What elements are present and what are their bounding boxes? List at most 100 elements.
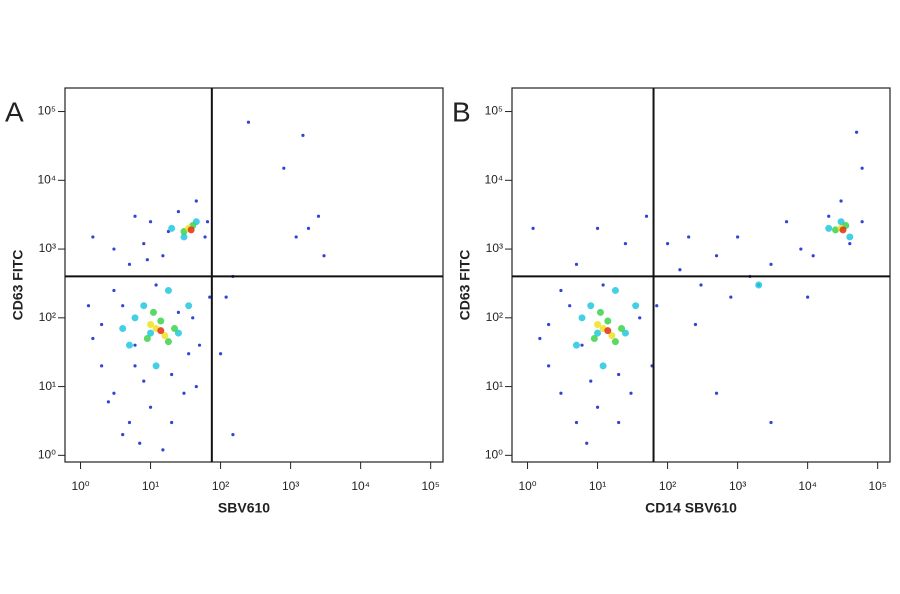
event-point bbox=[197, 343, 202, 347]
event-point bbox=[839, 226, 847, 234]
event-point bbox=[127, 262, 132, 266]
event-point bbox=[572, 341, 580, 349]
event-point bbox=[806, 295, 810, 299]
panel-label: A bbox=[5, 96, 24, 127]
event-point bbox=[568, 304, 572, 308]
y-axis-label: CD63 FITC bbox=[10, 250, 26, 321]
event-point bbox=[86, 304, 91, 308]
event-point bbox=[180, 233, 188, 241]
event-point bbox=[218, 352, 223, 356]
event-point bbox=[157, 317, 165, 325]
event-point bbox=[157, 327, 165, 335]
event-point bbox=[140, 302, 148, 310]
event-point bbox=[161, 254, 165, 258]
event-point bbox=[811, 254, 815, 258]
event-point bbox=[133, 364, 137, 368]
event-point bbox=[755, 281, 763, 289]
event-point bbox=[848, 242, 852, 246]
event-point bbox=[589, 379, 593, 383]
x-tick-label: 10⁴ bbox=[351, 479, 370, 493]
event-point bbox=[170, 420, 174, 425]
event-point bbox=[769, 262, 773, 266]
event-point bbox=[699, 283, 703, 287]
event-point bbox=[580, 343, 584, 347]
event-point bbox=[839, 199, 843, 203]
event-point bbox=[531, 226, 535, 230]
event-point bbox=[618, 324, 626, 332]
event-point bbox=[604, 327, 612, 335]
event-point bbox=[693, 322, 698, 327]
x-tick-label: 10¹ bbox=[589, 479, 606, 493]
event-point bbox=[301, 133, 305, 137]
event-point bbox=[596, 308, 604, 316]
event-point bbox=[185, 302, 193, 310]
event-point bbox=[736, 235, 740, 239]
event-point bbox=[594, 320, 602, 328]
event-point bbox=[837, 218, 845, 226]
event-point bbox=[585, 441, 589, 445]
event-point bbox=[322, 254, 326, 258]
event-point bbox=[729, 295, 733, 299]
event-point bbox=[294, 235, 298, 239]
event-point bbox=[100, 322, 104, 327]
event-point bbox=[611, 286, 619, 294]
event-point bbox=[594, 329, 602, 337]
x-tick-label: 10³ bbox=[282, 479, 299, 493]
event-point bbox=[665, 242, 670, 246]
event-point bbox=[601, 283, 605, 287]
y-tick-label: 10³ bbox=[39, 241, 56, 255]
event-point bbox=[799, 247, 803, 251]
event-point bbox=[547, 322, 551, 327]
event-point bbox=[617, 420, 621, 425]
event-point bbox=[224, 295, 228, 299]
event-point bbox=[142, 379, 146, 383]
event-point bbox=[143, 335, 151, 343]
event-point bbox=[171, 324, 179, 332]
event-point bbox=[164, 286, 172, 294]
event-point bbox=[100, 364, 104, 368]
event-point bbox=[127, 420, 132, 425]
event-point bbox=[578, 314, 586, 322]
y-tick-label: 10⁰ bbox=[38, 448, 56, 462]
y-tick-label: 10⁰ bbox=[485, 448, 503, 462]
event-point bbox=[194, 384, 198, 389]
event-point bbox=[538, 336, 542, 341]
event-point bbox=[131, 314, 139, 322]
event-point bbox=[611, 338, 619, 346]
event-point bbox=[154, 283, 158, 287]
event-point bbox=[138, 441, 142, 445]
event-point bbox=[145, 258, 149, 262]
x-axis-label: SBV610 bbox=[218, 500, 270, 516]
plot-frame bbox=[64, 87, 444, 463]
event-point bbox=[187, 226, 195, 234]
event-point bbox=[91, 336, 95, 341]
event-point bbox=[316, 214, 321, 218]
event-point bbox=[784, 220, 789, 224]
event-point bbox=[91, 235, 95, 239]
event-point bbox=[678, 268, 682, 272]
event-point bbox=[121, 433, 125, 437]
event-point bbox=[595, 226, 600, 230]
event-point bbox=[547, 364, 551, 368]
event-point bbox=[106, 400, 111, 404]
event-point bbox=[846, 233, 854, 241]
event-point bbox=[687, 235, 691, 239]
event-point bbox=[246, 120, 251, 124]
x-tick-label: 10⁰ bbox=[71, 479, 89, 493]
event-point bbox=[112, 288, 116, 293]
event-point bbox=[574, 420, 579, 425]
x-tick-label: 10⁰ bbox=[518, 479, 536, 493]
event-point bbox=[164, 338, 172, 346]
event-point bbox=[860, 166, 864, 170]
event-point bbox=[629, 391, 633, 395]
event-point bbox=[182, 391, 186, 395]
event-point bbox=[205, 220, 210, 224]
y-tick-label: 10⁵ bbox=[485, 104, 503, 118]
event-point bbox=[638, 316, 642, 320]
event-point bbox=[599, 362, 607, 370]
event-point bbox=[655, 304, 659, 308]
event-point bbox=[119, 324, 127, 332]
event-point bbox=[170, 372, 174, 377]
event-point bbox=[149, 308, 157, 316]
